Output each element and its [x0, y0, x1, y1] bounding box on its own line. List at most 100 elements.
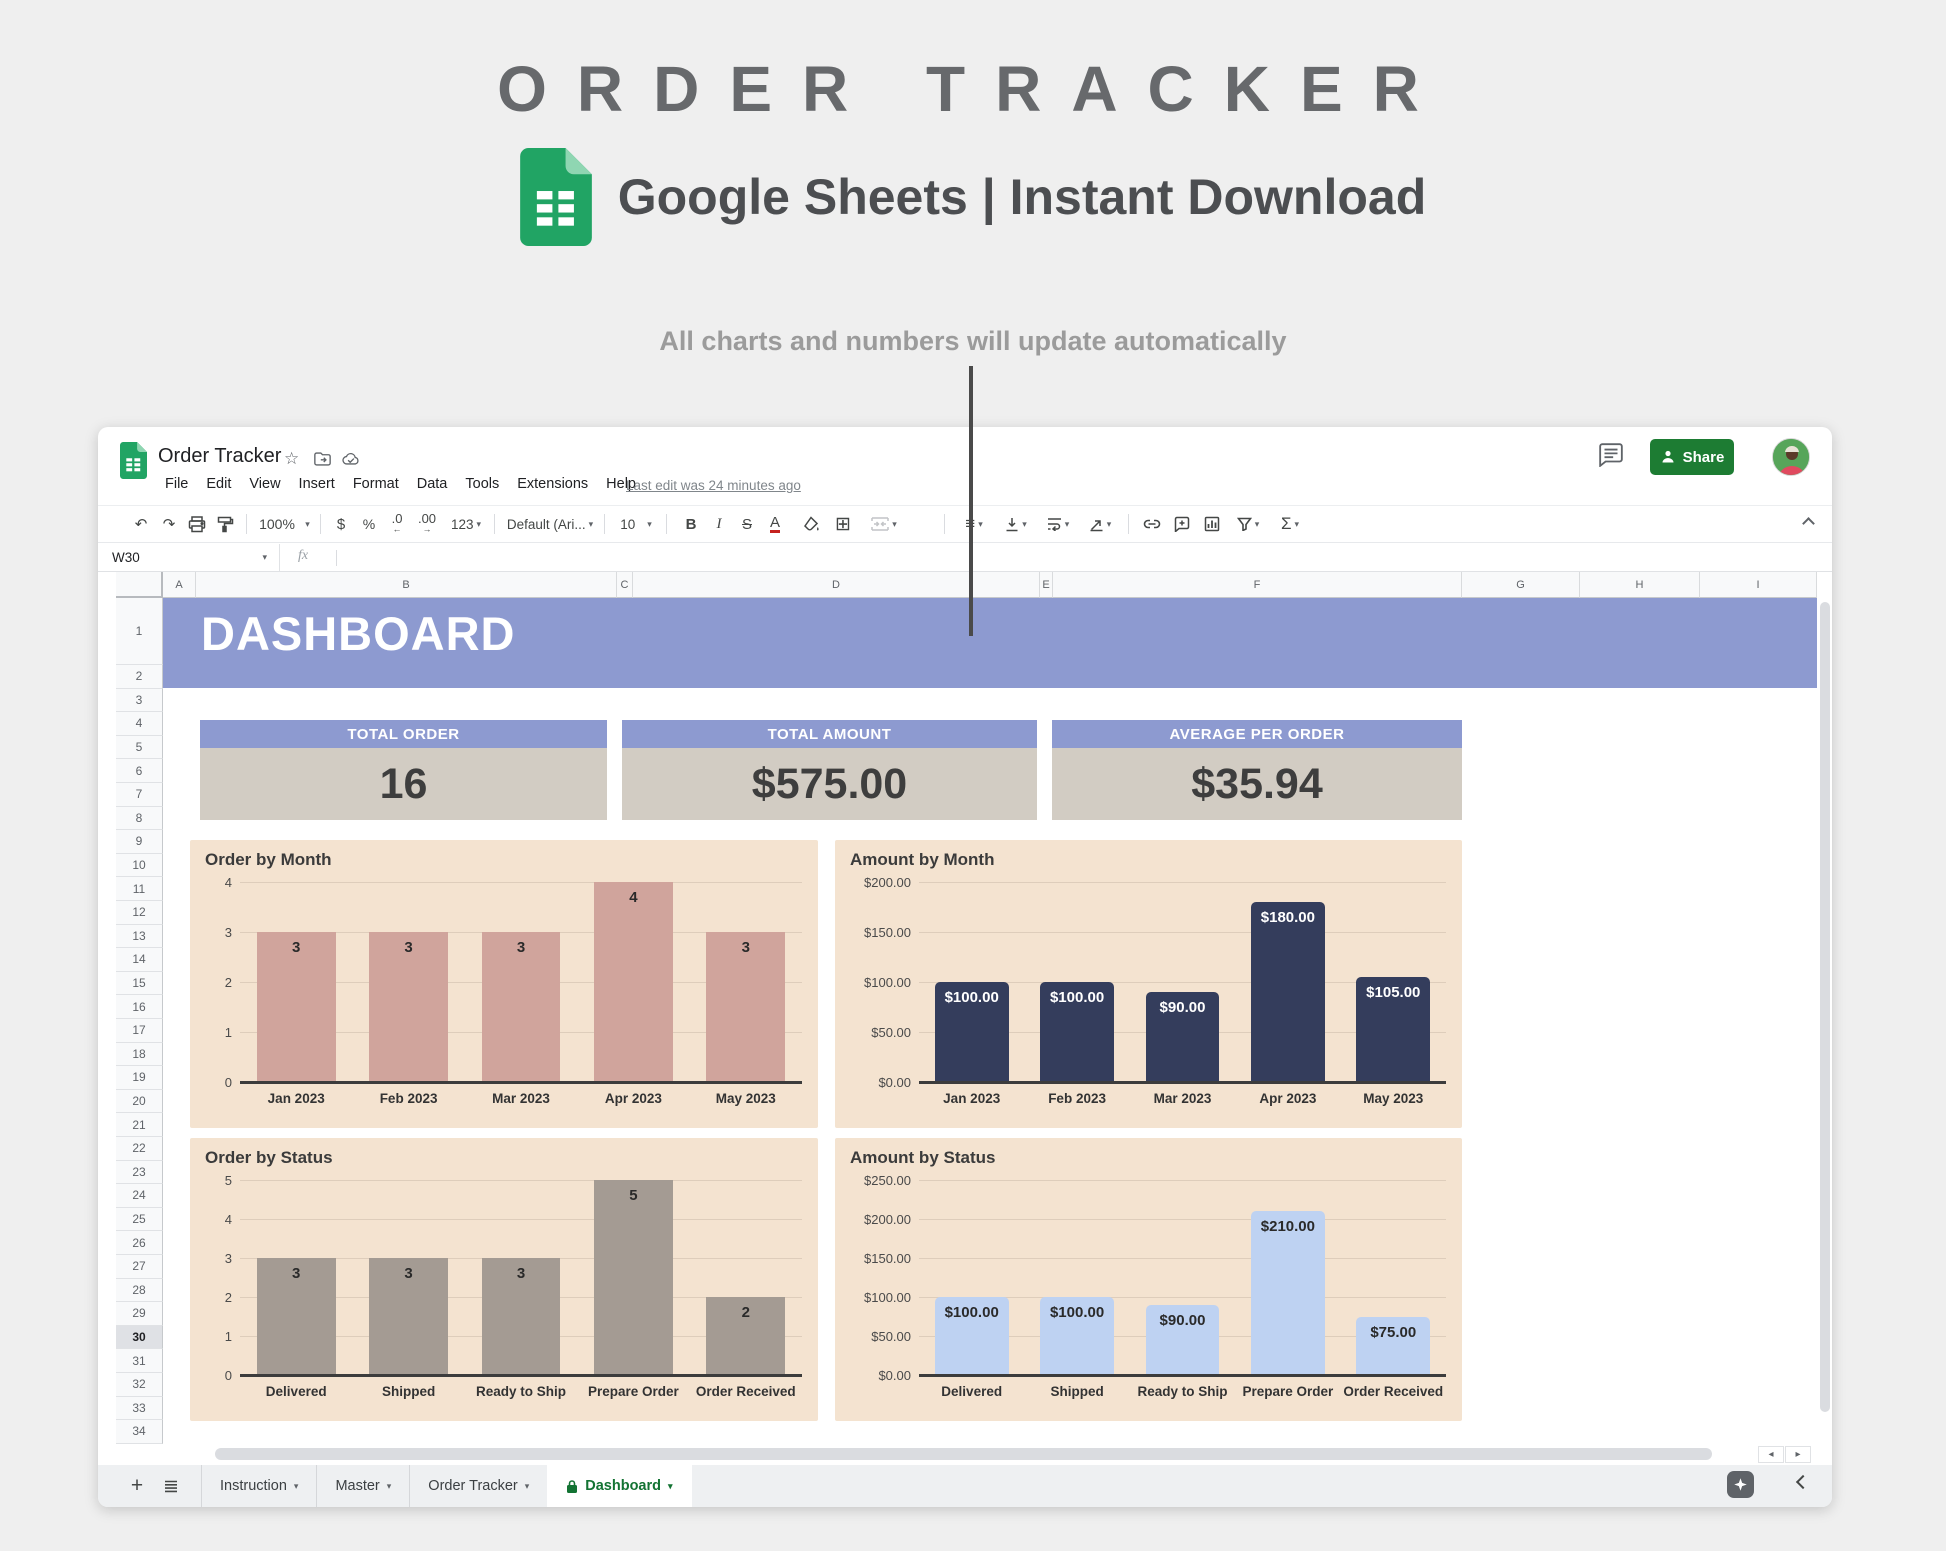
- menu-data[interactable]: Data: [416, 476, 448, 492]
- percent-format-icon[interactable]: %: [362, 516, 376, 532]
- vertical-scrollbar[interactable]: [1820, 602, 1830, 1412]
- text-rotation-icon[interactable]: ▾: [1080, 506, 1120, 542]
- chart-amount-by-status[interactable]: Amount by Status $0.00 $50.00 $100.00 $150.0…: [835, 1138, 1462, 1421]
- cloud-status-icon[interactable]: [342, 452, 360, 466]
- number-format-menu[interactable]: 123 ▾: [450, 516, 482, 532]
- menu-file[interactable]: File: [165, 476, 189, 492]
- column-header-C[interactable]: C: [617, 572, 633, 598]
- column-header-E[interactable]: E: [1040, 572, 1053, 598]
- font-size-select[interactable]: 10 ▾: [620, 516, 652, 532]
- row-header-32[interactable]: 32: [116, 1373, 163, 1397]
- menu-help[interactable]: Help: [606, 476, 636, 492]
- column-header-G[interactable]: G: [1462, 572, 1580, 598]
- fill-color-icon[interactable]: [798, 506, 824, 542]
- scroll-right-button[interactable]: ▸: [1785, 1446, 1811, 1463]
- row-header-30[interactable]: 30: [116, 1325, 163, 1350]
- column-header-H[interactable]: H: [1580, 572, 1700, 598]
- row-header-21[interactable]: 21: [116, 1113, 163, 1137]
- row-header-19[interactable]: 19: [116, 1066, 163, 1090]
- document-title[interactable]: Order Tracker: [158, 445, 282, 467]
- star-icon[interactable]: ☆: [284, 449, 300, 468]
- print-icon[interactable]: [184, 506, 210, 542]
- row-header-23[interactable]: 23: [116, 1160, 163, 1185]
- menu-tools[interactable]: Tools: [465, 476, 500, 492]
- row-header-17[interactable]: 17: [116, 1019, 163, 1043]
- user-avatar[interactable]: [1772, 438, 1810, 476]
- column-header-F[interactable]: F: [1053, 572, 1462, 598]
- comments-icon[interactable]: [1598, 443, 1624, 467]
- row-header-5[interactable]: 5: [116, 735, 163, 760]
- move-folder-icon[interactable]: [314, 452, 331, 466]
- strikethrough-icon[interactable]: S: [741, 515, 752, 533]
- tab-master[interactable]: Master ▾: [316, 1465, 411, 1507]
- add-sheet-button[interactable]: +: [130, 1474, 144, 1497]
- row-header-34[interactable]: 34: [116, 1420, 163, 1444]
- row-header-12[interactable]: 12: [116, 901, 163, 925]
- decrease-decimal-icon[interactable]: .0 ←: [391, 511, 403, 534]
- row-header-10[interactable]: 10: [116, 853, 163, 878]
- row-header-6[interactable]: 6: [116, 759, 163, 783]
- name-box[interactable]: W30 ▾: [98, 544, 280, 571]
- menu-format[interactable]: Format: [352, 476, 399, 492]
- menu-view[interactable]: View: [249, 476, 281, 492]
- text-wrap-icon[interactable]: ▾: [1038, 506, 1078, 542]
- tab-dashboard[interactable]: Dashboard ▾: [547, 1465, 692, 1507]
- row-header-8[interactable]: 8: [116, 806, 163, 831]
- currency-format-icon[interactable]: $: [336, 515, 346, 533]
- insert-link-icon[interactable]: [1138, 506, 1166, 542]
- last-edit-link[interactable]: Last edit was 24 minutes ago: [626, 478, 801, 493]
- tab-order-tracker[interactable]: Order Tracker ▾: [409, 1465, 549, 1507]
- row-header-4[interactable]: 4: [116, 712, 163, 736]
- paint-format-icon[interactable]: [212, 506, 238, 542]
- horizontal-align-icon[interactable]: ≡▾: [965, 514, 983, 533]
- column-header-D[interactable]: D: [633, 572, 1040, 598]
- row-header-11[interactable]: 11: [116, 877, 163, 901]
- row-header-13[interactable]: 13: [116, 924, 163, 949]
- text-color-icon[interactable]: A: [769, 513, 780, 533]
- row-header-20[interactable]: 20: [116, 1089, 163, 1114]
- row-header-14[interactable]: 14: [116, 948, 163, 972]
- redo-icon[interactable]: ↷: [162, 516, 176, 533]
- row-header-33[interactable]: 33: [116, 1396, 163, 1421]
- row-header-29[interactable]: 29: [116, 1302, 163, 1326]
- select-all-corner[interactable]: [116, 572, 163, 598]
- row-header-2[interactable]: 2: [116, 665, 163, 689]
- row-header-7[interactable]: 7: [116, 783, 163, 807]
- tab-instruction[interactable]: Instruction ▾: [201, 1465, 318, 1507]
- menu-insert[interactable]: Insert: [298, 476, 335, 492]
- row-header-31[interactable]: 31: [116, 1349, 163, 1373]
- share-button[interactable]: Share: [1650, 439, 1734, 475]
- row-header-22[interactable]: 22: [116, 1137, 163, 1161]
- font-family-select[interactable]: Default (Ari... ▾: [506, 516, 594, 532]
- formula-bar[interactable]: W30 ▾ fx: [98, 544, 1832, 572]
- zoom-select[interactable]: 100%: [259, 516, 295, 532]
- scroll-left-button[interactable]: ◂: [1758, 1446, 1784, 1463]
- horizontal-scrollbar[interactable]: [215, 1448, 1712, 1460]
- all-sheets-icon[interactable]: [154, 1465, 188, 1507]
- row-header-1[interactable]: 1: [116, 598, 163, 665]
- insert-chart-icon[interactable]: [1198, 506, 1226, 542]
- undo-icon[interactable]: ↶: [134, 516, 148, 533]
- row-header-16[interactable]: 16: [116, 995, 163, 1019]
- row-header-18[interactable]: 18: [116, 1042, 163, 1067]
- increase-decimal-icon[interactable]: .00 →: [417, 511, 437, 534]
- column-header-I[interactable]: I: [1700, 572, 1817, 598]
- row-header-28[interactable]: 28: [116, 1278, 163, 1303]
- row-header-24[interactable]: 24: [116, 1184, 163, 1208]
- chart-amount-by-month[interactable]: Amount by Month $0.00 $50.00 $100.00 $150.00…: [835, 840, 1462, 1128]
- bold-icon[interactable]: B: [685, 515, 697, 533]
- vertical-align-icon[interactable]: ▾: [996, 506, 1036, 542]
- functions-icon[interactable]: Σ ▾: [1280, 514, 1300, 533]
- row-header-26[interactable]: 26: [116, 1231, 163, 1255]
- menu-edit[interactable]: Edit: [206, 476, 232, 492]
- column-header-A[interactable]: A: [163, 572, 196, 598]
- menu-extensions[interactable]: Extensions: [517, 476, 589, 492]
- row-header-9[interactable]: 9: [116, 830, 163, 854]
- italic-icon[interactable]: I: [716, 515, 722, 532]
- filter-icon[interactable]: ▾: [1228, 506, 1268, 542]
- explore-button[interactable]: [1727, 1471, 1754, 1498]
- chart-order-by-month[interactable]: Order by Month 0 1 2 3 4 3 Jan 2023 3 Feb 2023 3 Ma…: [190, 840, 818, 1128]
- row-header-3[interactable]: 3: [116, 688, 163, 713]
- merge-cells-icon[interactable]: ▾: [862, 506, 906, 542]
- sheets-file-icon[interactable]: [120, 442, 147, 479]
